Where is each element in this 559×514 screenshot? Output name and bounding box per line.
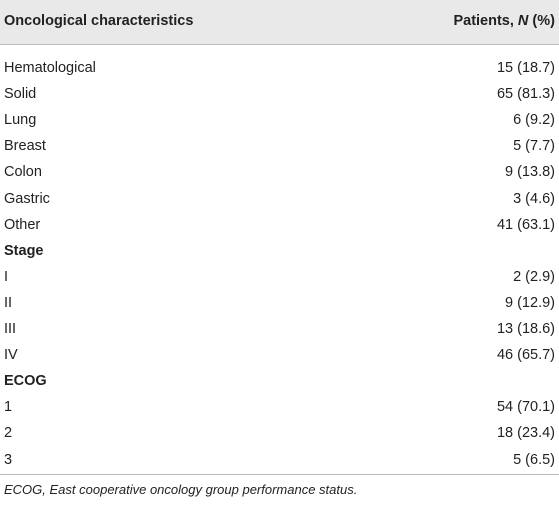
header-label: Oncological characteristics <box>4 13 194 29</box>
row-value: 9 (13.8) <box>505 164 555 181</box>
row-value: 5 (6.5) <box>513 451 555 468</box>
row-label: 3 <box>4 451 13 468</box>
row-value: 3 (4.6) <box>513 190 555 207</box>
table-header: Oncological characteristics Patients, N … <box>0 0 559 45</box>
section-heading: Stage <box>4 242 44 259</box>
row-label: Solid <box>4 86 37 103</box>
row-value: 65 (81.3) <box>496 86 555 103</box>
row-label: Lung <box>4 112 37 129</box>
row-value: 41 (63.1) <box>496 216 555 233</box>
header-text: (%) <box>528 13 555 29</box>
row-value: 9 (12.9) <box>505 294 555 311</box>
row-value: 6 (9.2) <box>513 112 555 129</box>
row-label: Gastric <box>4 190 50 207</box>
row-value: 15 (18.7) <box>496 60 555 76</box>
header-text: N <box>517 13 529 29</box>
row-label: Breast <box>4 138 46 155</box>
section-heading: ECOG <box>4 373 47 390</box>
header-value: Patients, N (%) <box>453 11 555 31</box>
row-label: III <box>4 321 17 337</box>
row-value: 54 (70.1) <box>496 399 555 416</box>
row-label: II <box>4 294 13 311</box>
row-label: Other <box>4 216 41 233</box>
row-label: 2 <box>4 425 13 442</box>
row-value: 2 (2.9) <box>513 268 555 285</box>
row-value: 18 (23.4) <box>496 425 555 442</box>
row-value: 46 (65.7) <box>496 347 555 364</box>
row-label: I <box>4 268 9 285</box>
row-value: 5 (7.7) <box>513 138 555 155</box>
footnote: ECOG, East cooperative oncology group pe… <box>4 482 358 497</box>
row-label: Hematological <box>4 60 96 76</box>
row-label: IV <box>4 347 18 364</box>
row-label: 1 <box>4 399 13 416</box>
row-value: 13 (18.6) <box>496 321 555 337</box>
header-text: Patients, <box>453 13 518 29</box>
table-rule <box>0 474 559 475</box>
row-label: Colon <box>4 164 42 181</box>
